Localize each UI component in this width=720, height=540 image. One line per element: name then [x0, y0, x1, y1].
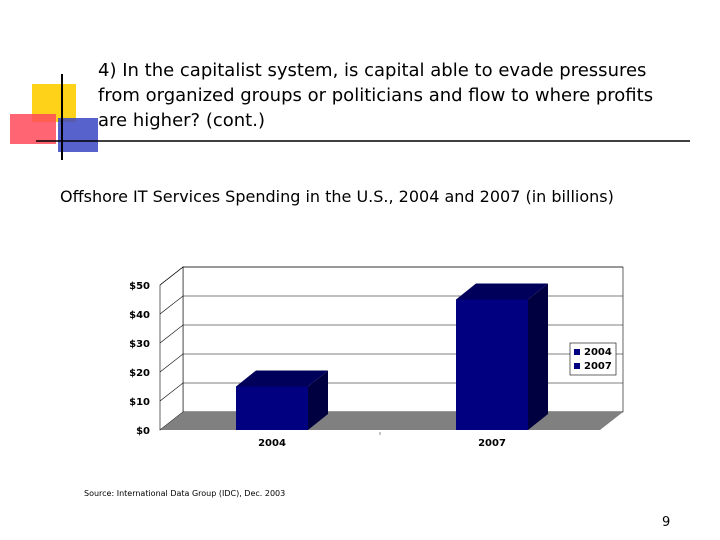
slide-heading: 4) In the capitalist system, is capital … [98, 58, 708, 133]
legend-swatch [574, 349, 580, 355]
heading-line: from organized groups or politicians and… [98, 85, 654, 106]
x-tick-label: 2007 [478, 438, 506, 449]
gridline [159, 266, 623, 286]
legend-label: 2007 [584, 361, 612, 372]
chart-side-wall [159, 266, 184, 431]
deco-blue-square [58, 118, 98, 152]
y-tick-label: $10 [129, 397, 150, 408]
heading-line: are higher? (cont.) [98, 110, 265, 131]
chart-title: Offshore IT Services Spending in the U.S… [60, 187, 614, 206]
deco-red-square [10, 114, 56, 144]
legend-box [569, 342, 617, 376]
bar-chart: $0 $10 $20 $30 $40 $50 2004 2007 2004 2007 [129, 266, 624, 449]
page-number: 9 [662, 515, 671, 530]
heading-line: 4) In the capitalist system, is capital … [98, 60, 647, 81]
y-tick-label: $40 [129, 310, 150, 321]
bar [456, 299, 528, 430]
bar-side [528, 283, 548, 430]
legend-label: 2004 [584, 347, 612, 358]
bar-top [236, 370, 328, 387]
source-note: Source: International Data Group (IDC), … [84, 489, 286, 498]
bar [236, 386, 308, 430]
legend-swatch [574, 363, 580, 369]
y-tick-label: $0 [136, 426, 150, 437]
x-tick-label: 2004 [258, 438, 286, 449]
chart-floor [160, 412, 623, 430]
bar-side [308, 370, 328, 430]
y-tick-label: $50 [129, 281, 150, 292]
y-tick-label: $20 [129, 368, 150, 379]
y-tick-label: $30 [129, 339, 150, 350]
bar-top [456, 283, 548, 300]
title-decoration [10, 74, 690, 160]
